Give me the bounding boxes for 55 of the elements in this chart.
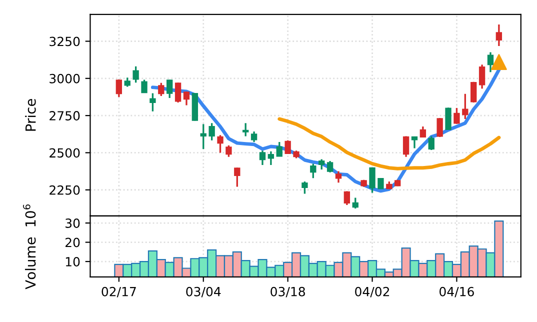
candlestick <box>487 51 494 73</box>
candlestick <box>445 106 452 131</box>
candlestick <box>326 160 334 174</box>
candlestick <box>276 141 282 157</box>
candlestick <box>259 150 266 166</box>
line-series <box>278 117 501 170</box>
y-axis-title: Price <box>25 98 36 131</box>
y-tick-label: 10 <box>66 256 80 266</box>
candlestick <box>454 107 460 125</box>
candlestick <box>226 144 232 158</box>
x-tick-label: 03/18 <box>270 286 305 298</box>
candlestick <box>428 135 434 151</box>
candlestick <box>183 90 190 106</box>
candlestick <box>208 122 215 142</box>
candlestick <box>496 24 502 47</box>
y-tick-label: 3000 <box>50 74 80 84</box>
x-tick-label: 04/16 <box>440 286 474 298</box>
candlestick <box>284 140 291 155</box>
candlestick <box>470 80 477 104</box>
candlestick <box>166 79 173 99</box>
candlestick <box>411 136 418 150</box>
candlestick <box>462 93 468 120</box>
candlestick <box>402 135 410 158</box>
y-tick-label: 30 <box>66 218 80 228</box>
y-tick-label: 2750 <box>50 111 80 120</box>
candlestick <box>250 130 258 143</box>
candlestick <box>124 76 130 88</box>
candlestick <box>436 117 443 138</box>
candlestick <box>369 166 376 194</box>
candlestick <box>302 180 308 195</box>
y-tick-label: 20 <box>66 238 80 248</box>
candlestick <box>310 162 316 179</box>
candlestick <box>344 190 350 206</box>
y-tick-label: 2250 <box>50 185 80 195</box>
candlestick <box>150 92 156 112</box>
candlestick <box>478 64 486 90</box>
candlestick <box>268 150 274 166</box>
y-tick-label: 3250 <box>50 36 80 46</box>
candlestick <box>242 122 249 138</box>
candlestick <box>217 134 224 154</box>
y-tick-label: 2500 <box>50 148 80 158</box>
x-tick-label: 03/04 <box>186 286 221 298</box>
candlestick <box>141 78 148 94</box>
candlestick <box>318 158 325 170</box>
candlestick <box>116 78 122 98</box>
candlestick <box>234 166 240 188</box>
x-tick-label: 02/17 <box>102 286 136 298</box>
x-tick-label: 04/02 <box>355 286 390 298</box>
candlestick <box>174 82 182 104</box>
candlestick <box>132 66 139 84</box>
candlestick <box>158 82 164 97</box>
candlestick <box>352 196 358 210</box>
candlestick <box>200 123 206 150</box>
candlestick <box>335 170 342 184</box>
y-axis-title: Volume 10$^{6}$ <box>23 204 36 290</box>
